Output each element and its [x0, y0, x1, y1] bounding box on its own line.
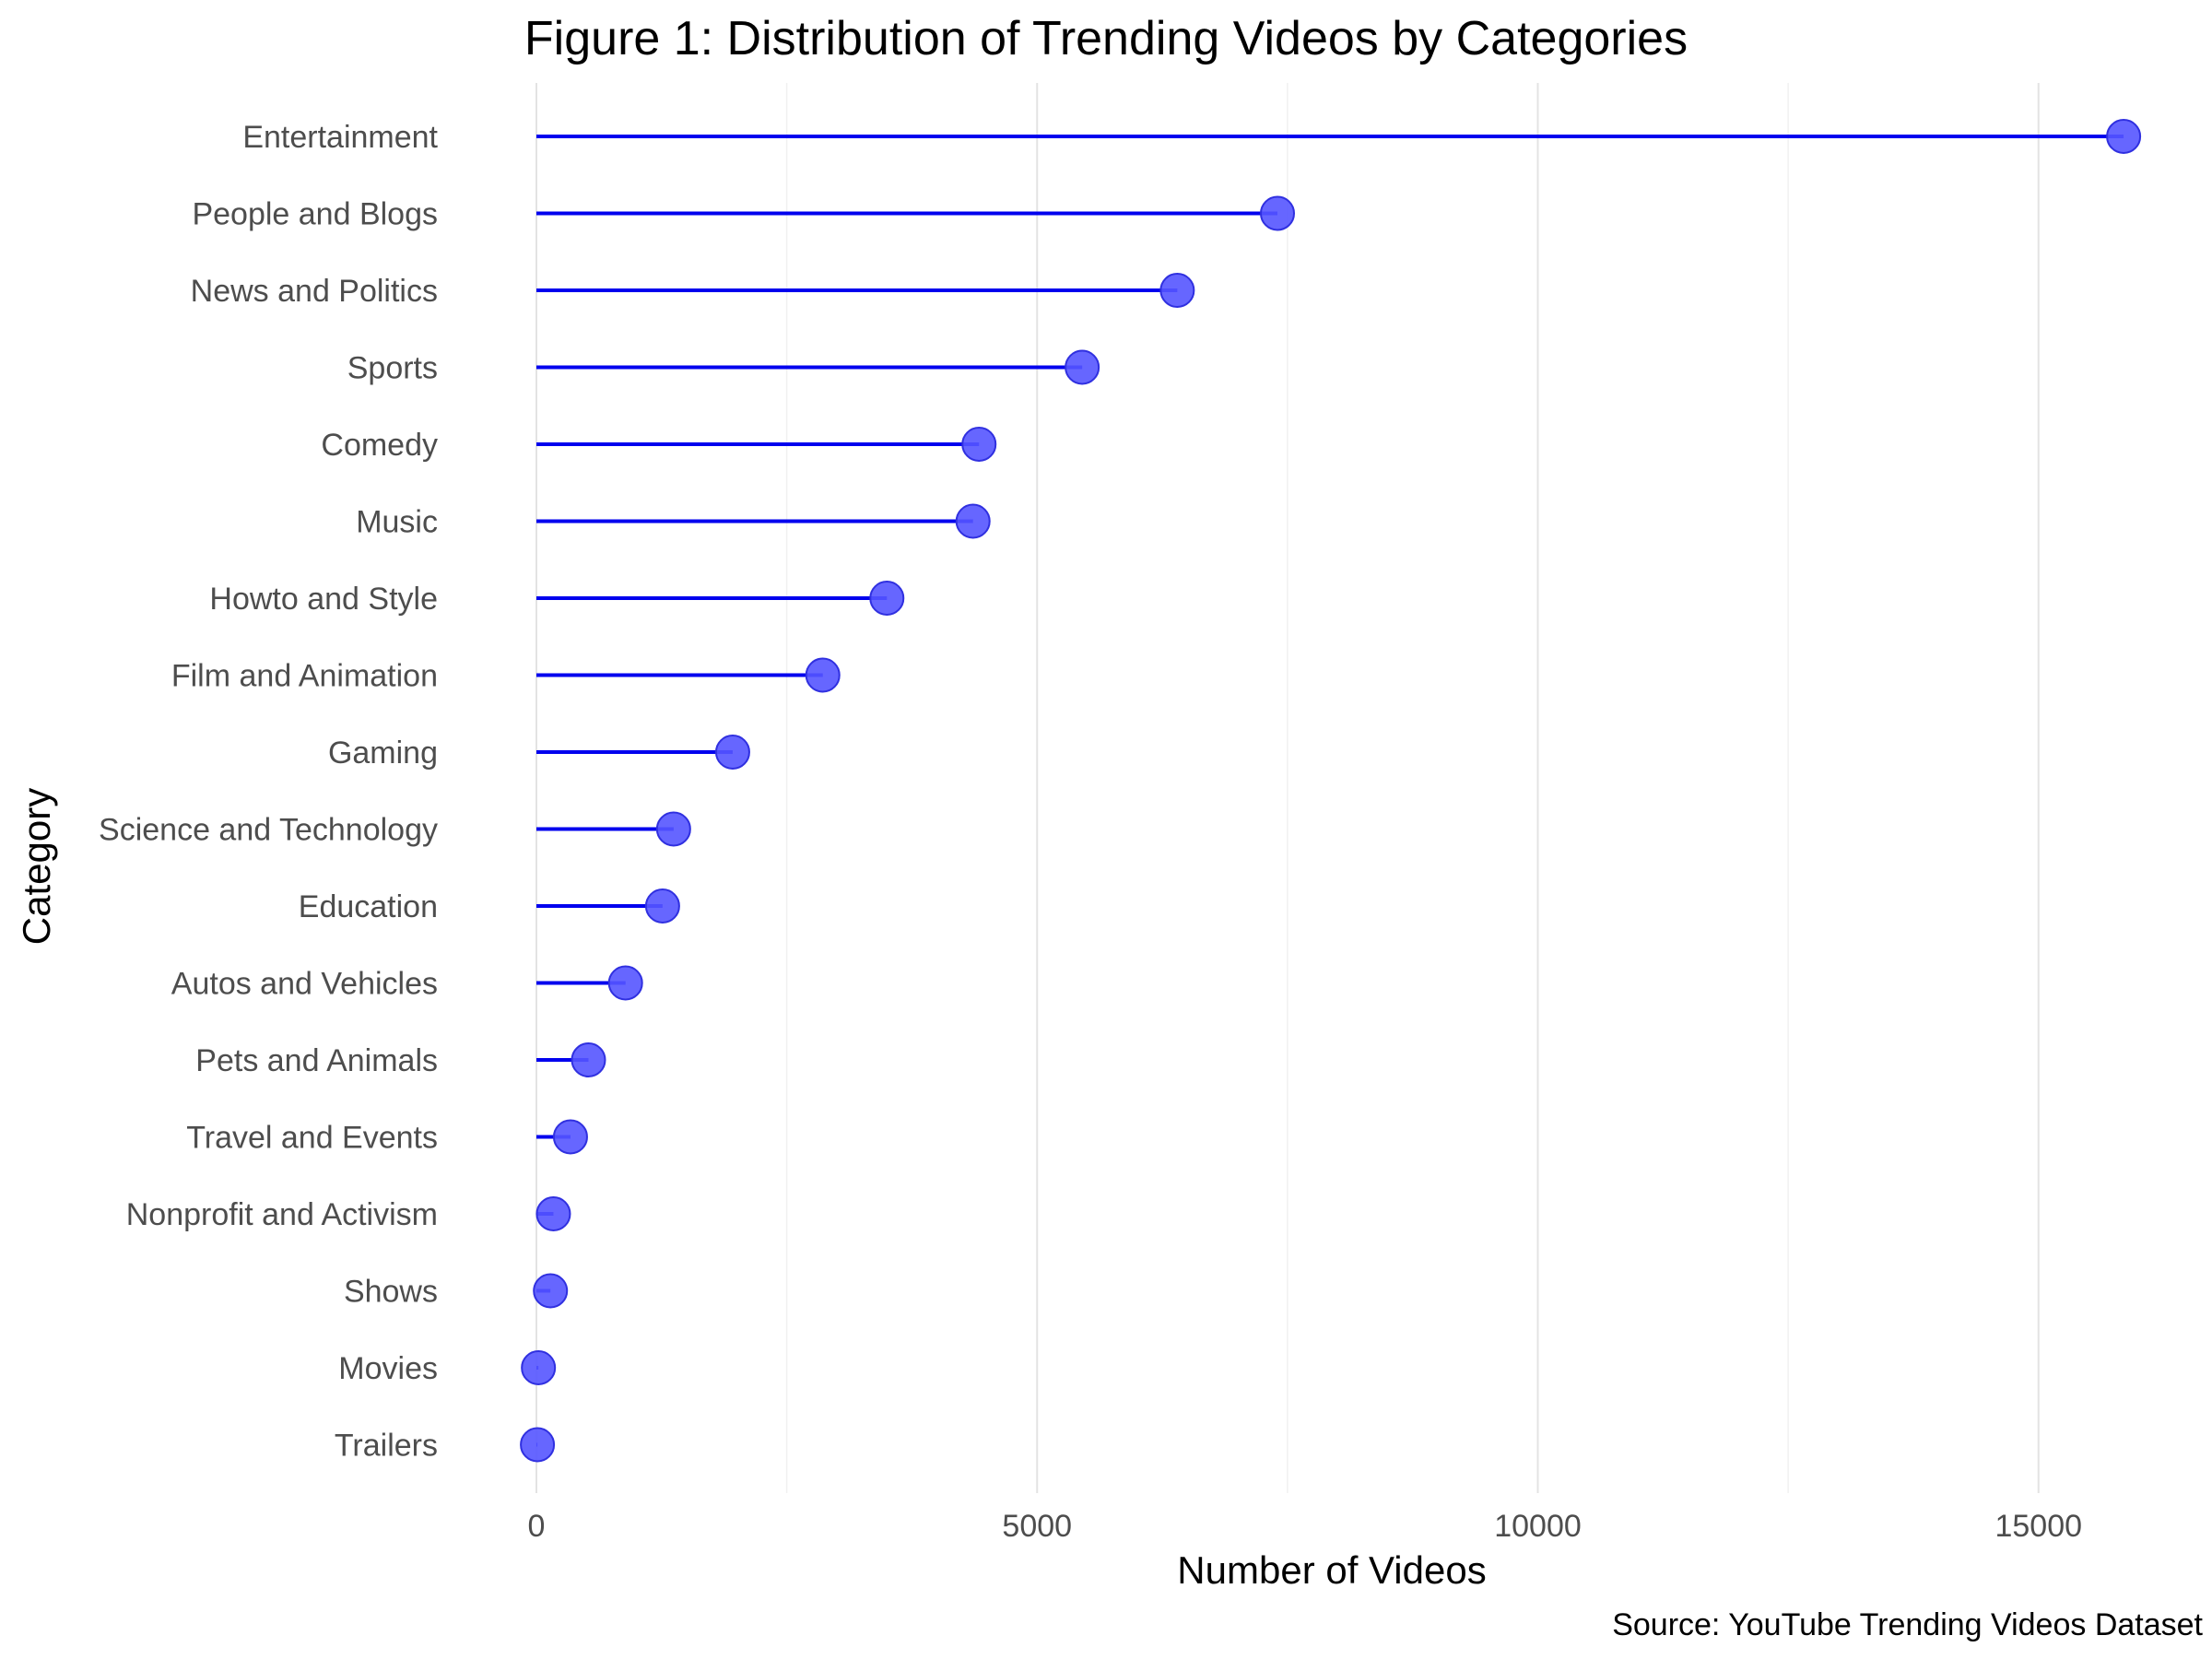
y-tick-label-0: Entertainment [242, 120, 438, 155]
minor-gridlines [785, 83, 1789, 1493]
point-5 [955, 503, 991, 539]
y-tick-label-5: Music [356, 505, 438, 540]
point-12 [571, 1042, 606, 1077]
lollipop-stems [536, 135, 2124, 1447]
point-0 [2106, 119, 2142, 154]
y-tick-label-13: Travel and Events [186, 1121, 438, 1156]
point-1 [1260, 195, 1296, 231]
y-tick-label-2: News and Politics [191, 274, 438, 309]
y-tick-label-16: Movies [338, 1351, 438, 1386]
x-tick-label-0: 0 [528, 1509, 546, 1544]
point-13 [552, 1119, 588, 1155]
y-tick-label-17: Trailers [335, 1429, 438, 1464]
point-9 [655, 811, 691, 847]
y-tick-labels: Entertainment People and Blogs News and Po… [99, 120, 439, 1464]
point-7 [805, 657, 841, 693]
y-tick-label-3: Sports [347, 351, 438, 386]
y-tick-label-9: Science and Technology [99, 813, 438, 848]
x-tick-label-3: 15000 [1994, 1509, 2082, 1544]
major-gridlines [535, 83, 2040, 1493]
chart-title: Figure 1: Distribution of Trending Video… [524, 12, 1688, 65]
y-tick-label-8: Gaming [328, 735, 438, 771]
y-tick-label-6: Howto and Style [209, 582, 438, 617]
lollipop-points [520, 119, 2142, 1463]
point-4 [961, 427, 997, 462]
y-tick-label-10: Education [299, 889, 438, 924]
point-8 [714, 735, 750, 770]
point-3 [1065, 349, 1100, 385]
y-tick-label-4: Comedy [321, 428, 438, 463]
x-tick-label-2: 10000 [1494, 1509, 1582, 1544]
y-axis-label: Category [15, 788, 58, 945]
x-tick-label-1: 5000 [1002, 1509, 1072, 1544]
point-6 [869, 581, 905, 616]
y-tick-label-15: Shows [344, 1275, 438, 1310]
point-16 [521, 1350, 557, 1385]
y-tick-label-14: Nonprofit and Activism [126, 1197, 438, 1232]
point-15 [533, 1273, 569, 1309]
point-10 [644, 888, 680, 924]
point-17 [520, 1427, 556, 1463]
y-tick-label-1: People and Blogs [192, 197, 438, 232]
y-tick-label-11: Autos and Vehicles [171, 967, 438, 1002]
point-2 [1159, 273, 1195, 308]
x-tick-labels: 0 5000 10000 15000 [528, 1509, 2082, 1544]
x-axis-label: Number of Videos [1177, 1548, 1486, 1592]
y-tick-label-12: Pets and Animals [195, 1043, 438, 1078]
source-caption: Source: YouTube Trending Videos Dataset [1612, 1607, 2203, 1642]
point-14 [535, 1196, 571, 1231]
y-tick-label-7: Film and Animation [171, 659, 438, 694]
point-11 [607, 965, 643, 1001]
